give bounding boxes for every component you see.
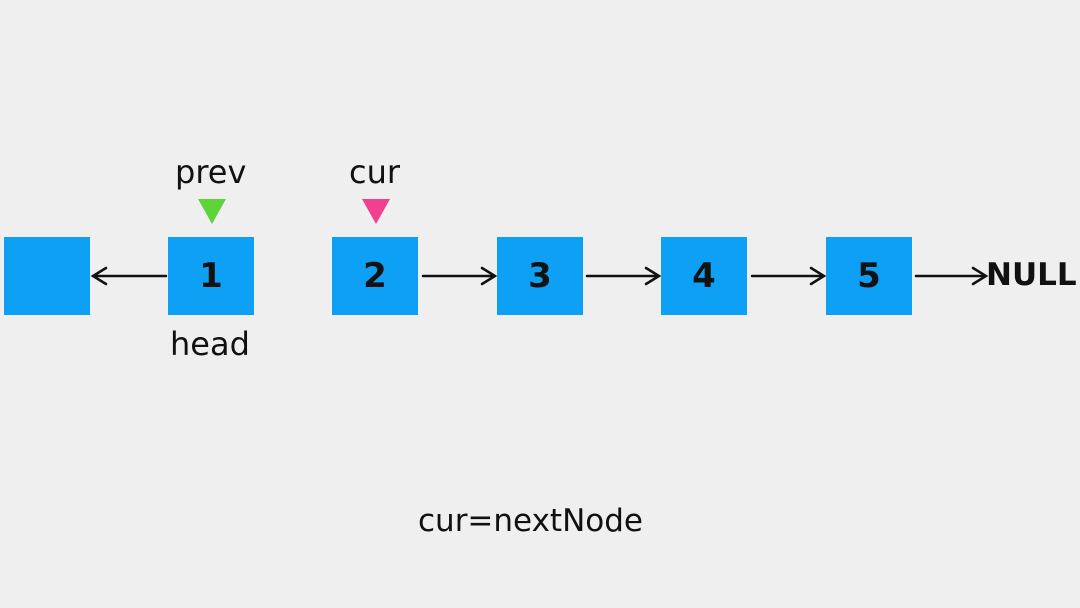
list-node-1: 1 [168,237,254,315]
arrow-2-to-3 [421,266,498,286]
cur-marker-icon [362,199,390,224]
list-node-3: 3 [497,237,583,315]
prev-pointer-label: prev [175,153,247,191]
arrow-3-to-4 [585,266,662,286]
list-node-4: 4 [661,237,747,315]
cur-pointer-label: cur [349,153,401,191]
arrow-4-to-5 [750,266,827,286]
step-caption: cur=nextNode [418,503,643,539]
list-node-5: 5 [826,237,912,315]
null-terminal-label: NULL [986,257,1077,293]
arrow-5-to-null [914,266,989,286]
list-node-empty [4,237,90,315]
arrow-1-to-0 [90,266,168,286]
list-node-2: 2 [332,237,418,315]
prev-marker-icon [198,199,226,224]
head-label: head [170,325,250,363]
